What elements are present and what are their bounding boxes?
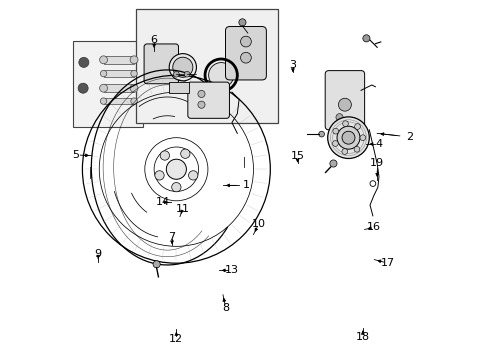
- Circle shape: [130, 56, 138, 64]
- Circle shape: [172, 57, 192, 77]
- Circle shape: [327, 117, 368, 158]
- Text: 19: 19: [369, 158, 384, 168]
- Circle shape: [100, 84, 107, 92]
- Bar: [136, 9, 277, 123]
- Text: 12: 12: [169, 333, 183, 343]
- Bar: [103, 70, 134, 77]
- Text: 9: 9: [95, 248, 102, 258]
- Circle shape: [240, 52, 251, 63]
- Circle shape: [359, 135, 365, 140]
- Text: 14: 14: [155, 197, 169, 207]
- Text: 1: 1: [243, 180, 249, 190]
- Text: 11: 11: [176, 204, 189, 214]
- Circle shape: [100, 56, 107, 64]
- Circle shape: [198, 90, 204, 98]
- Circle shape: [198, 101, 204, 108]
- FancyBboxPatch shape: [144, 44, 178, 84]
- Circle shape: [329, 160, 336, 167]
- Circle shape: [171, 183, 181, 192]
- Text: 17: 17: [380, 258, 394, 268]
- Circle shape: [362, 35, 369, 42]
- Circle shape: [130, 84, 138, 92]
- Circle shape: [240, 36, 251, 47]
- Circle shape: [184, 71, 190, 77]
- Circle shape: [335, 114, 343, 121]
- Circle shape: [341, 131, 354, 144]
- Text: 3: 3: [289, 60, 296, 70]
- Circle shape: [332, 128, 338, 134]
- Circle shape: [79, 57, 89, 67]
- Bar: [103, 98, 134, 104]
- Text: 4: 4: [375, 139, 382, 149]
- FancyBboxPatch shape: [187, 82, 229, 118]
- Circle shape: [180, 149, 190, 158]
- Text: 13: 13: [224, 265, 239, 275]
- Circle shape: [169, 54, 196, 81]
- Bar: [73, 41, 142, 127]
- Circle shape: [341, 149, 347, 154]
- Text: 6: 6: [150, 35, 157, 45]
- Text: 8: 8: [222, 303, 229, 314]
- Circle shape: [336, 126, 359, 149]
- Text: 18: 18: [355, 332, 369, 342]
- Circle shape: [78, 83, 88, 93]
- Bar: [169, 82, 188, 93]
- Text: 2: 2: [405, 132, 412, 142]
- Text: 7: 7: [168, 232, 175, 242]
- Bar: [103, 56, 134, 64]
- Circle shape: [353, 147, 359, 152]
- FancyBboxPatch shape: [325, 71, 364, 130]
- Text: 16: 16: [366, 222, 381, 232]
- Circle shape: [188, 171, 198, 180]
- Circle shape: [318, 131, 324, 137]
- Circle shape: [342, 121, 347, 126]
- Circle shape: [238, 19, 245, 26]
- Circle shape: [100, 70, 106, 77]
- Bar: [103, 84, 134, 92]
- Circle shape: [332, 141, 338, 147]
- Circle shape: [354, 124, 360, 129]
- Circle shape: [155, 171, 164, 180]
- FancyBboxPatch shape: [225, 27, 266, 80]
- Circle shape: [100, 98, 106, 104]
- Circle shape: [338, 98, 351, 111]
- Circle shape: [166, 159, 186, 179]
- Circle shape: [131, 98, 137, 104]
- Circle shape: [173, 71, 179, 77]
- Circle shape: [131, 70, 137, 77]
- Circle shape: [208, 63, 233, 88]
- Text: 5: 5: [72, 150, 79, 160]
- Text: 10: 10: [251, 219, 265, 229]
- Circle shape: [153, 261, 160, 268]
- Circle shape: [160, 151, 169, 160]
- Text: 15: 15: [290, 150, 304, 161]
